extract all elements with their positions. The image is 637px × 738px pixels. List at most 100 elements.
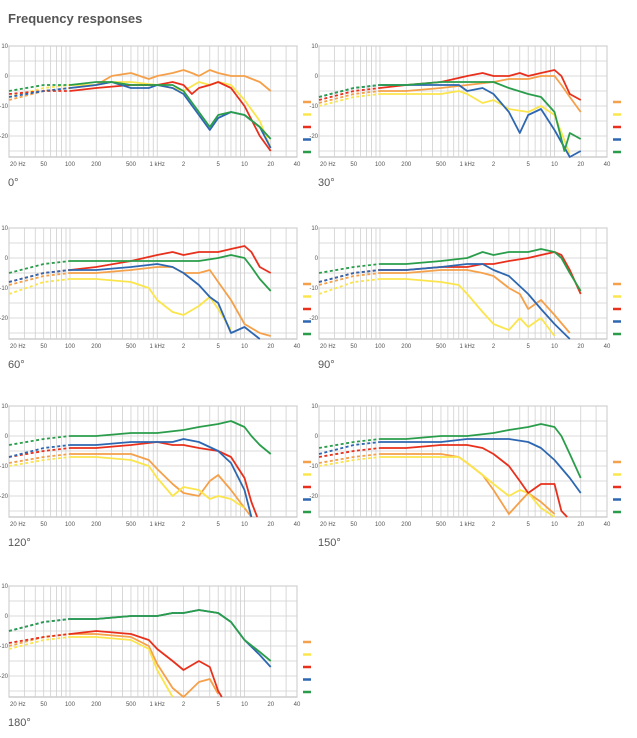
x-tick-label: 40 [604,522,611,528]
y-tick-label: -20 [0,316,9,322]
x-tick-label: 200 [401,522,412,528]
series-line [70,456,245,509]
series-line-dashed [8,278,71,295]
series-line-dashed [8,84,71,98]
series-line [70,636,174,698]
series-line [70,420,272,455]
x-tick-label: 5 [527,522,531,528]
x-tick-label: 500 [126,162,137,168]
x-tick-label: 20 Hz [320,522,336,528]
x-tick-label: 5 [527,162,531,168]
series-line [70,609,272,662]
x-tick-label: 500 [436,162,447,168]
y-tick-label: 0 [5,74,9,80]
y-tick-label: 10 [311,44,318,50]
x-tick-label: 10 [551,522,558,528]
x-tick-label: 500 [436,344,447,350]
series-line-dashed [318,456,381,467]
x-tick-label: 2 [492,522,496,528]
series-line [380,81,582,152]
x-tick-label: 40 [294,702,301,708]
series-line [70,266,271,337]
series-line-dashed [318,263,381,274]
chart-angle-label: 60° [8,359,25,371]
series-line [70,633,219,698]
x-tick-label: 50 [40,522,47,528]
chart-angle-label: 180° [8,717,31,729]
chart-angle-label: 120° [8,537,31,549]
x-tick-label: 1 kHz [150,162,165,168]
x-tick-label: 5 [217,702,221,708]
series-line-dashed [318,93,381,107]
y-tick-label: 0 [315,74,319,80]
y-tick-label: -20 [0,134,9,140]
series-line-dashed [318,441,381,455]
x-tick-label: 10 [241,162,248,168]
x-tick-label: 1 kHz [150,522,165,528]
series-line-dashed [8,456,71,467]
y-tick-label: -20 [0,494,9,500]
series-line [70,441,259,518]
x-tick-label: 20 [267,702,274,708]
y-tick-label: -10 [309,464,318,470]
chart-angle-label: 30° [318,177,335,189]
series-line-dashed [318,278,381,295]
x-tick-label: 5 [527,344,531,350]
x-tick-label: 2 [492,344,496,350]
series-line-dashed [8,453,71,464]
x-tick-label: 100 [65,522,76,528]
y-tick-label: 10 [311,404,318,410]
y-tick-label: 0 [5,614,9,620]
y-tick-label: 0 [5,434,9,440]
x-tick-label: 100 [375,162,386,168]
x-tick-label: 100 [65,702,76,708]
series-line [380,278,556,337]
series-line [69,630,223,698]
y-tick-label: 0 [315,256,319,262]
x-tick-label: 1 kHz [460,162,475,168]
x-tick-label: 20 [577,522,584,528]
series-line [379,69,582,101]
x-tick-label: 1 kHz [460,344,475,350]
series-line-dashed [8,636,71,650]
series-line-dashed [318,90,381,104]
x-tick-label: 100 [375,522,386,528]
x-tick-label: 2 [182,344,186,350]
x-tick-label: 20 [577,162,584,168]
x-tick-label: 40 [604,162,611,168]
x-tick-label: 50 [350,344,357,350]
series-line-dashed [318,84,381,98]
series-line [70,453,253,518]
y-tick-label: 10 [1,44,8,50]
y-tick-label: -20 [0,674,9,680]
x-tick-label: 100 [65,162,76,168]
x-tick-label: 20 Hz [10,344,26,350]
series-line [380,444,568,518]
x-tick-label: 40 [294,344,301,350]
series-line [69,69,272,92]
x-tick-label: 100 [65,344,76,350]
y-tick-label: 0 [315,434,319,440]
series-line-dashed [8,272,71,286]
chart-angle-label: 150° [318,537,341,549]
x-tick-label: 2 [182,522,186,528]
series-line [380,248,582,292]
series-line-dashed [318,269,381,283]
x-tick-label: 40 [294,162,301,168]
series-line-dashed [8,269,71,283]
x-tick-label: 200 [91,522,102,528]
y-tick-label: 10 [1,584,8,590]
x-tick-label: 10 [551,344,558,350]
x-tick-label: 50 [350,162,357,168]
series-line-dashed [8,260,71,274]
chart-angle-label: 90° [318,359,335,371]
series-line [380,75,582,113]
x-tick-label: 200 [91,344,102,350]
series-line [70,254,272,292]
y-tick-label: -20 [309,134,318,140]
